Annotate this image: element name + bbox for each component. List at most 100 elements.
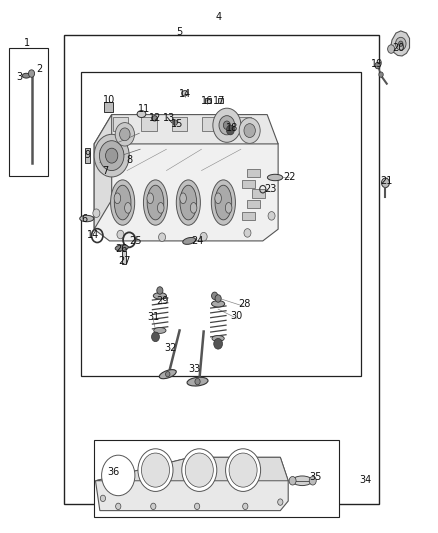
Circle shape — [268, 212, 275, 220]
Circle shape — [116, 503, 121, 510]
Ellipse shape — [152, 116, 158, 121]
Bar — [205, 98, 211, 103]
Text: 21: 21 — [380, 176, 392, 186]
Polygon shape — [95, 457, 288, 481]
Text: 9: 9 — [85, 150, 91, 159]
Bar — [218, 98, 223, 103]
Ellipse shape — [182, 91, 188, 96]
Bar — [172, 117, 187, 131]
Polygon shape — [94, 129, 278, 241]
Circle shape — [396, 37, 406, 50]
Bar — [242, 180, 255, 188]
Text: 13: 13 — [162, 114, 175, 123]
Ellipse shape — [215, 185, 232, 220]
Circle shape — [28, 70, 35, 77]
Ellipse shape — [22, 73, 30, 78]
Text: 33: 33 — [189, 364, 201, 374]
Circle shape — [194, 503, 200, 510]
Circle shape — [138, 449, 173, 491]
Circle shape — [244, 229, 251, 237]
Ellipse shape — [114, 185, 131, 220]
Text: 5: 5 — [177, 27, 183, 37]
Circle shape — [381, 178, 389, 188]
Ellipse shape — [183, 238, 196, 244]
Ellipse shape — [147, 185, 164, 220]
Circle shape — [93, 209, 100, 217]
Circle shape — [141, 453, 170, 487]
Text: 26: 26 — [116, 245, 128, 254]
Text: 20: 20 — [392, 43, 405, 53]
Text: 34: 34 — [360, 475, 372, 484]
Circle shape — [159, 233, 166, 241]
Text: 11: 11 — [138, 104, 151, 114]
Circle shape — [94, 134, 129, 177]
Bar — [252, 189, 265, 198]
Circle shape — [375, 62, 380, 69]
Ellipse shape — [215, 193, 221, 204]
Text: 31: 31 — [147, 312, 159, 322]
Ellipse shape — [159, 369, 176, 379]
Ellipse shape — [154, 327, 166, 334]
Ellipse shape — [80, 215, 94, 222]
Polygon shape — [390, 31, 410, 56]
Ellipse shape — [212, 336, 224, 342]
Bar — [247, 169, 260, 177]
Text: 6: 6 — [81, 214, 88, 223]
Ellipse shape — [143, 180, 167, 225]
Bar — [104, 102, 113, 112]
Ellipse shape — [137, 110, 146, 117]
Circle shape — [243, 503, 248, 510]
Ellipse shape — [190, 203, 197, 213]
Ellipse shape — [125, 203, 131, 213]
Bar — [242, 212, 255, 220]
Circle shape — [152, 332, 159, 342]
Ellipse shape — [176, 180, 200, 225]
Text: 28: 28 — [238, 299, 251, 309]
Bar — [94, 440, 339, 517]
Bar — [113, 117, 128, 131]
Circle shape — [388, 45, 395, 53]
Text: 29: 29 — [156, 296, 168, 306]
Text: 32: 32 — [165, 343, 177, 352]
Text: 25: 25 — [130, 236, 142, 246]
Bar — [81, 72, 361, 376]
Ellipse shape — [212, 301, 225, 307]
Ellipse shape — [158, 203, 164, 213]
Circle shape — [226, 125, 234, 135]
Circle shape — [223, 121, 230, 130]
Circle shape — [278, 499, 283, 505]
Text: 2: 2 — [36, 64, 42, 74]
Circle shape — [215, 295, 221, 302]
Circle shape — [219, 116, 235, 135]
Circle shape — [120, 128, 130, 141]
Bar — [235, 117, 251, 131]
Circle shape — [99, 141, 124, 171]
Circle shape — [117, 230, 124, 239]
Circle shape — [226, 449, 261, 491]
Text: 30: 30 — [230, 311, 243, 320]
Text: 16: 16 — [201, 96, 213, 106]
Circle shape — [244, 124, 255, 138]
Text: 4: 4 — [216, 12, 222, 22]
Circle shape — [100, 495, 106, 502]
Text: 8: 8 — [126, 155, 132, 165]
Ellipse shape — [153, 293, 166, 299]
Circle shape — [185, 453, 213, 487]
Circle shape — [229, 453, 257, 487]
Circle shape — [212, 292, 218, 300]
Circle shape — [195, 378, 200, 385]
Text: 12: 12 — [149, 114, 162, 123]
Text: 24: 24 — [191, 236, 203, 246]
Circle shape — [151, 503, 156, 510]
Text: 23: 23 — [265, 184, 277, 194]
Circle shape — [173, 120, 177, 125]
Bar — [141, 117, 157, 131]
Text: 10: 10 — [102, 95, 115, 105]
Circle shape — [182, 449, 217, 491]
Circle shape — [289, 477, 296, 485]
Circle shape — [157, 287, 163, 294]
Circle shape — [239, 118, 260, 143]
Text: 7: 7 — [102, 166, 108, 175]
Ellipse shape — [110, 180, 135, 225]
Circle shape — [106, 148, 118, 163]
